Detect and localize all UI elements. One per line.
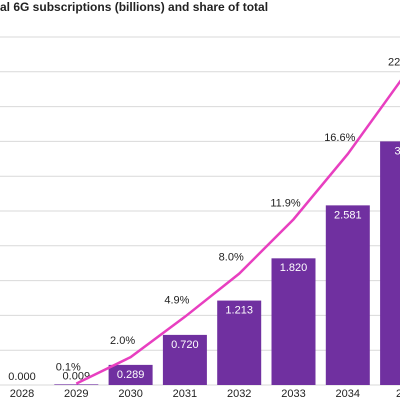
bar	[380, 141, 400, 385]
line-value-label: 22	[388, 57, 400, 69]
bar-value-label: 0.289	[117, 369, 145, 381]
bar	[108, 364, 153, 385]
bar-value-label: 1.820	[280, 262, 308, 274]
x-tick-label: 2028	[10, 388, 34, 400]
line-value-label: 16.6%	[324, 132, 355, 144]
bar-value-label: 0.000	[8, 371, 36, 383]
x-tick-label: 2031	[173, 388, 197, 400]
bar-value-label: 3.5	[394, 145, 400, 157]
bar	[217, 300, 262, 385]
bar	[325, 205, 370, 385]
bar	[54, 384, 99, 385]
line-value-label: 8.0%	[219, 252, 244, 264]
chart-title: al 6G subscriptions (billions) and share…	[0, 0, 268, 14]
line-value-label: 0.1%	[56, 362, 81, 374]
bar-value-label: 1.213	[225, 304, 253, 316]
line-value-label: 2.0%	[110, 335, 135, 347]
x-tick-label: 2034	[336, 388, 360, 400]
x-tick-label: 2029	[64, 388, 88, 400]
bar-value-label: 2.581	[334, 209, 362, 221]
line-value-label: 4.9%	[164, 295, 189, 307]
line	[75, 79, 400, 385]
x-tick-label: 2030	[118, 388, 142, 400]
bar-value-label: 0.720	[171, 339, 199, 351]
x-tick-label: 20	[396, 388, 400, 400]
bar	[162, 334, 207, 385]
x-tick-label: 2033	[281, 388, 305, 400]
x-tick-label: 2032	[227, 388, 251, 400]
line-value-label: 11.9%	[270, 197, 301, 209]
bar	[271, 258, 316, 385]
